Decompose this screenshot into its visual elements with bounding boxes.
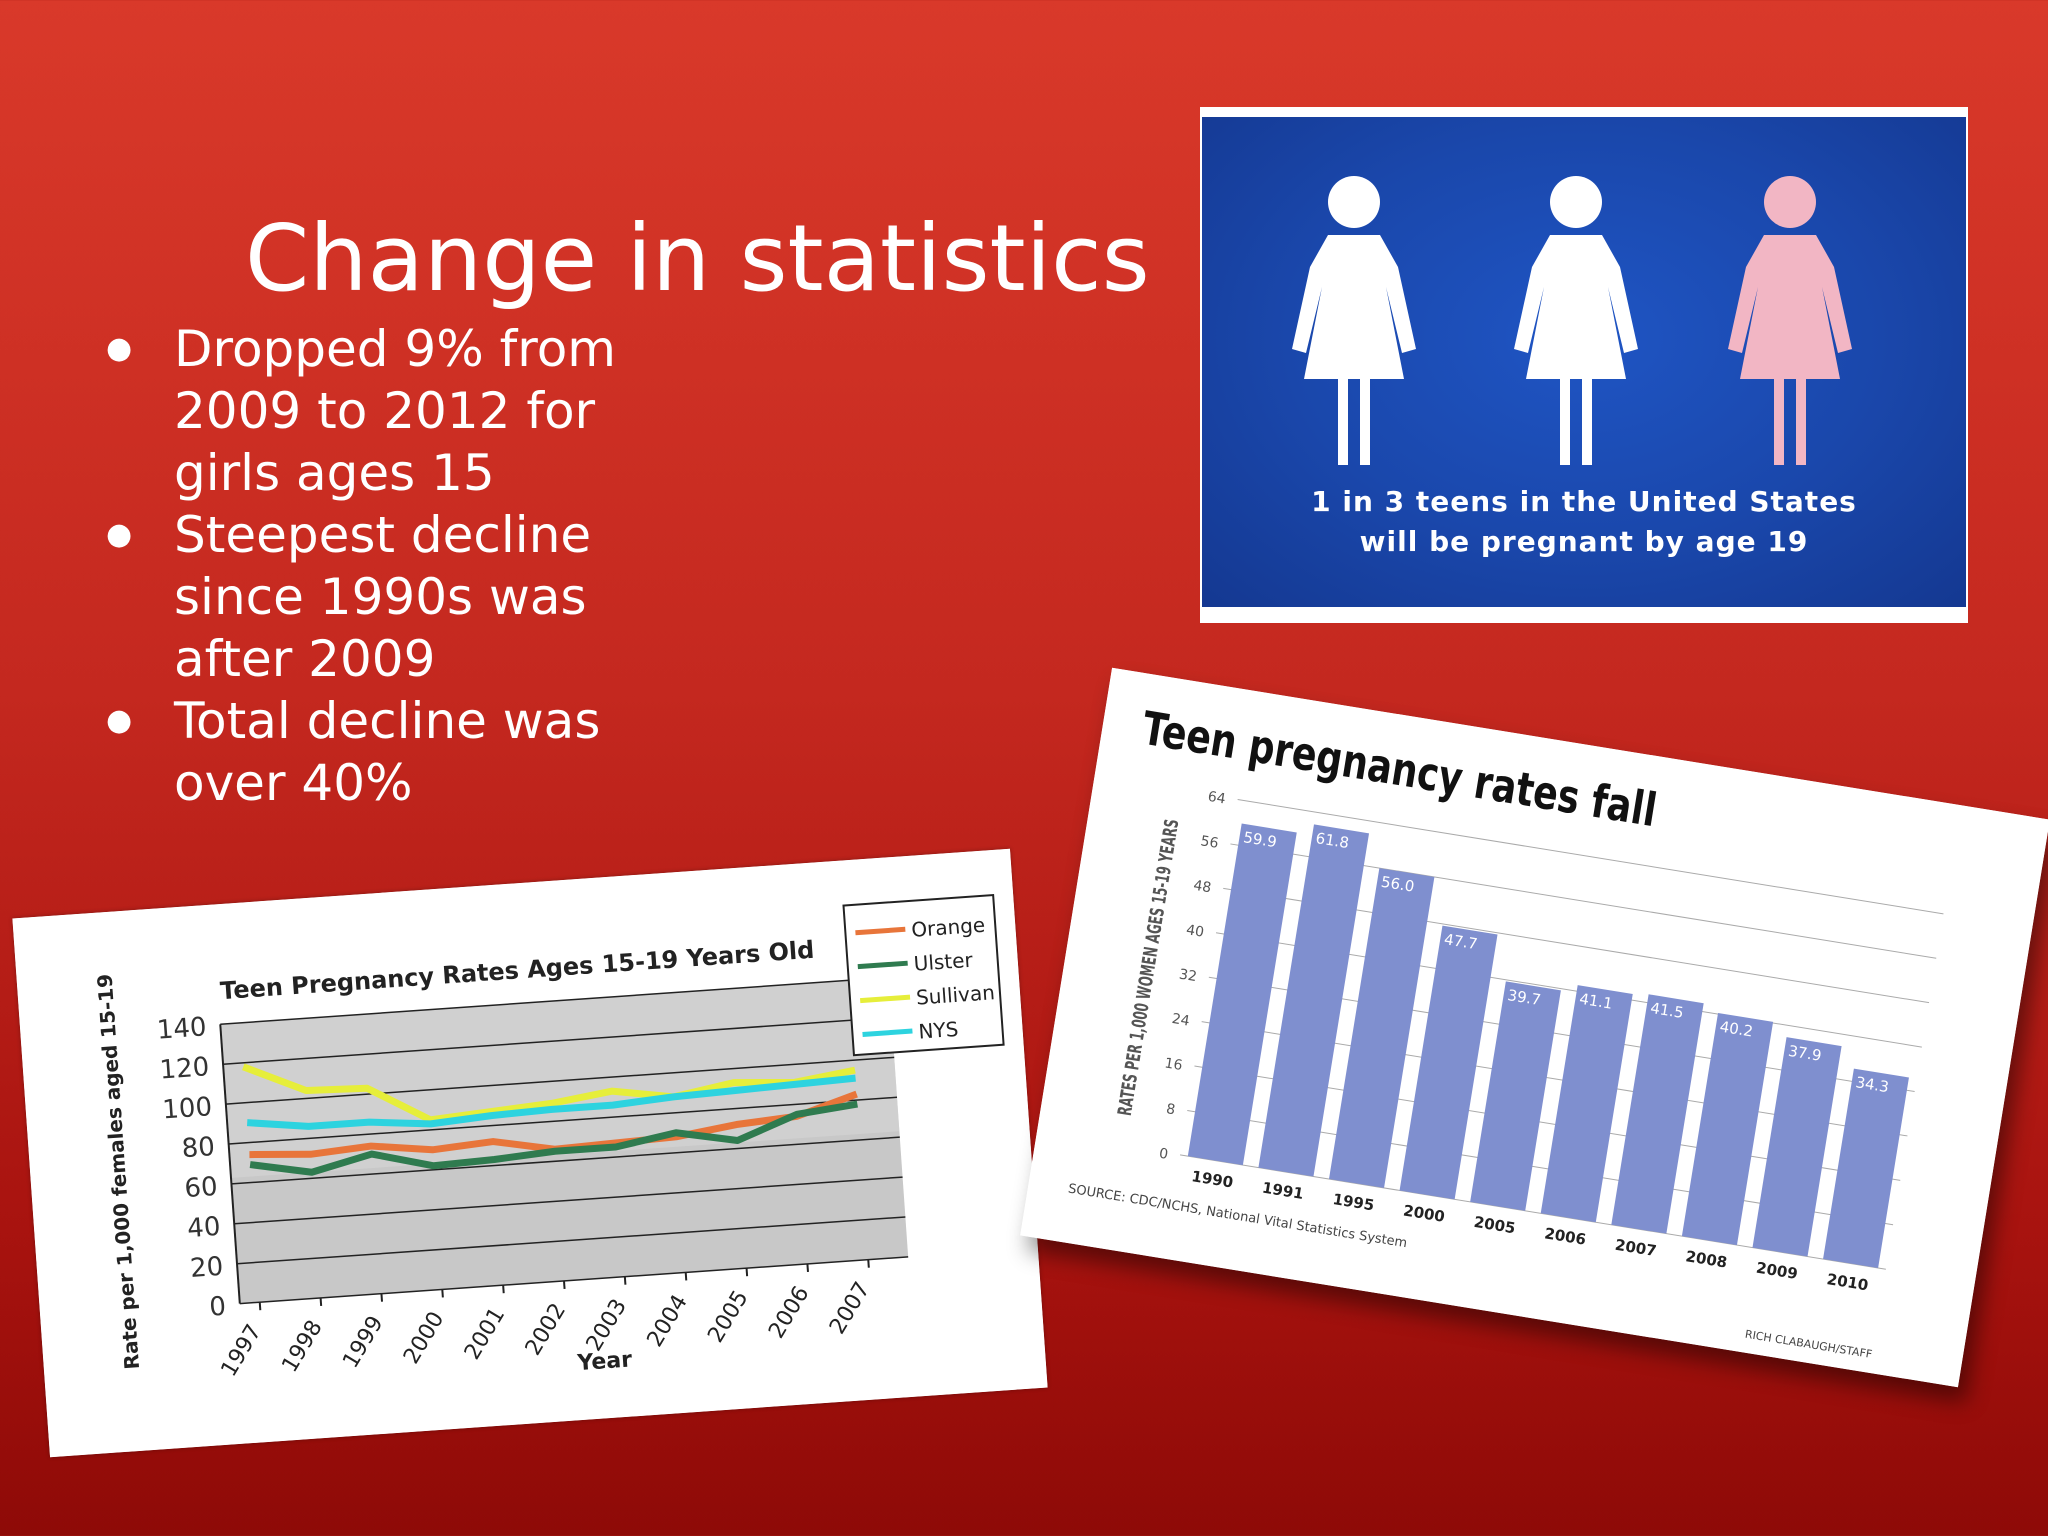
bar xyxy=(1470,981,1561,1211)
gridline xyxy=(225,1056,895,1105)
bar-value-label: 59.9 xyxy=(1242,828,1278,851)
bar xyxy=(1328,868,1435,1188)
bar-value-label: 37.9 xyxy=(1787,1042,1823,1065)
y-axis xyxy=(219,1024,241,1304)
legend-swatch xyxy=(859,994,911,1004)
bar xyxy=(1611,994,1704,1234)
bullet-item: ● Dropped 9% from 2009 to 2012 for girls … xyxy=(100,318,700,504)
x-tick xyxy=(258,1302,262,1311)
pregnant-woman-figure-icon xyxy=(1728,176,1852,465)
series-line-nys xyxy=(246,1074,856,1130)
x-axis-label: Year xyxy=(576,1347,633,1376)
bar-value-label: 39.7 xyxy=(1506,986,1542,1009)
teen-statistic-poster: 1 in 3 teens in the United States will b… xyxy=(1200,107,1968,623)
y-tick-label: 40 xyxy=(186,1212,221,1244)
bar xyxy=(1540,985,1633,1223)
y-tick-label: 40 xyxy=(1185,922,1205,941)
y-tick-label: 24 xyxy=(1171,1011,1191,1030)
legend-label: Ulster xyxy=(913,948,974,976)
y-tick-label: 16 xyxy=(1163,1055,1183,1074)
poster-caption-line: 1 in 3 teens in the United States xyxy=(1311,485,1857,518)
gridline xyxy=(234,1176,903,1225)
bar-value-label: 34.3 xyxy=(1854,1073,1890,1096)
y-tick-label: 0 xyxy=(1158,1146,1169,1163)
poster-caption: 1 in 3 teens in the United States will b… xyxy=(1202,482,1966,562)
bar-value-label: 47.7 xyxy=(1443,930,1479,953)
gridline xyxy=(239,1256,909,1305)
bar-value-label: 41.1 xyxy=(1578,990,1614,1013)
y-tick-label: 48 xyxy=(1192,878,1212,897)
legend-swatch xyxy=(862,1028,913,1038)
legend-label: Orange xyxy=(911,913,986,942)
x-tick xyxy=(563,1280,566,1289)
poster-background: 1 in 3 teens in the United States will b… xyxy=(1202,117,1966,607)
gridline xyxy=(220,976,889,1026)
woman-figure-icon xyxy=(1514,176,1638,465)
y-tick-label: 56 xyxy=(1199,833,1219,852)
x-tick xyxy=(806,1263,809,1272)
bullet-item: ● Steepest decline since 1990s was after … xyxy=(100,504,700,690)
y-tick-label: 32 xyxy=(1178,967,1198,986)
slide-title: Change in statistics xyxy=(245,205,1150,312)
y-tick-label: 80 xyxy=(181,1132,216,1164)
bar-chart-card: Teen pregnancy rates fall 0 8 16 24 32 40 48 56 6… xyxy=(1020,667,2048,1388)
x-tick xyxy=(684,1272,688,1281)
series-line-sullivan xyxy=(242,1063,856,1124)
y-tick-label: 100 xyxy=(161,1092,213,1125)
y-tick-label: 20 xyxy=(189,1252,224,1284)
legend-label: NYS xyxy=(918,1017,959,1044)
legend-box xyxy=(842,893,1005,1057)
y-tick-label: 0 xyxy=(208,1292,227,1323)
poster-figures xyxy=(1292,176,1852,465)
poster-caption-line: will be pregnant by age 19 xyxy=(1359,525,1809,558)
bar xyxy=(1187,823,1297,1166)
y-tick-label: 64 xyxy=(1207,789,1227,808)
x-tick xyxy=(441,1289,444,1298)
legend-swatch xyxy=(857,960,908,970)
bar xyxy=(1823,1068,1909,1268)
y-tick-label: 60 xyxy=(184,1172,219,1204)
gridline xyxy=(223,1016,892,1065)
bullet-dot-icon: ● xyxy=(106,703,133,738)
bullet-text: Steepest decline since 1990s was after 2… xyxy=(174,506,592,688)
gridline xyxy=(228,1096,898,1145)
x-tick xyxy=(319,1297,323,1307)
bar xyxy=(1399,925,1498,1200)
bullet-text: Total decline was over 40% xyxy=(174,692,601,812)
bar xyxy=(1681,1012,1774,1246)
bullet-dot-icon: ● xyxy=(106,331,133,366)
bar xyxy=(1752,1037,1842,1257)
x-tick xyxy=(380,1293,384,1302)
gridline xyxy=(231,1136,900,1185)
bullet-text: Dropped 9% from 2009 to 2012 for girls a… xyxy=(174,320,616,502)
series-line-ulster xyxy=(249,1100,858,1176)
legend-swatch xyxy=(855,926,906,936)
gridline xyxy=(1237,799,1944,915)
bullet-dot-icon: ● xyxy=(106,517,133,552)
bar-value-label: 41.5 xyxy=(1649,999,1685,1022)
x-tick xyxy=(623,1276,627,1285)
line-chart-card: 0 20 40 60 80 100 120 140 1997 1998 1999 2000 2001 20… xyxy=(12,848,1048,1458)
bar-value-label: 40.2 xyxy=(1718,1018,1754,1041)
y-tick-label: 140 xyxy=(156,1012,208,1045)
woman-figure-icon xyxy=(1292,176,1416,465)
y-tick-label: 120 xyxy=(159,1052,211,1085)
x-tick xyxy=(745,1268,749,1277)
bar-value-label: 56.0 xyxy=(1380,873,1416,896)
legend-label: Sullivan xyxy=(915,980,995,1009)
x-tick xyxy=(867,1259,870,1268)
bar-value-label: 61.8 xyxy=(1314,829,1350,852)
bar xyxy=(1258,824,1370,1177)
bullet-item: ● Total decline was over 40% xyxy=(100,690,700,814)
x-tick xyxy=(502,1285,505,1294)
bullet-list: ● Dropped 9% from 2009 to 2012 for girls … xyxy=(100,318,700,814)
y-tick-label: 8 xyxy=(1165,1101,1176,1118)
bar-chart: Teen pregnancy rates fall081624324048566… xyxy=(1020,667,2048,1388)
gridline xyxy=(236,1216,906,1265)
